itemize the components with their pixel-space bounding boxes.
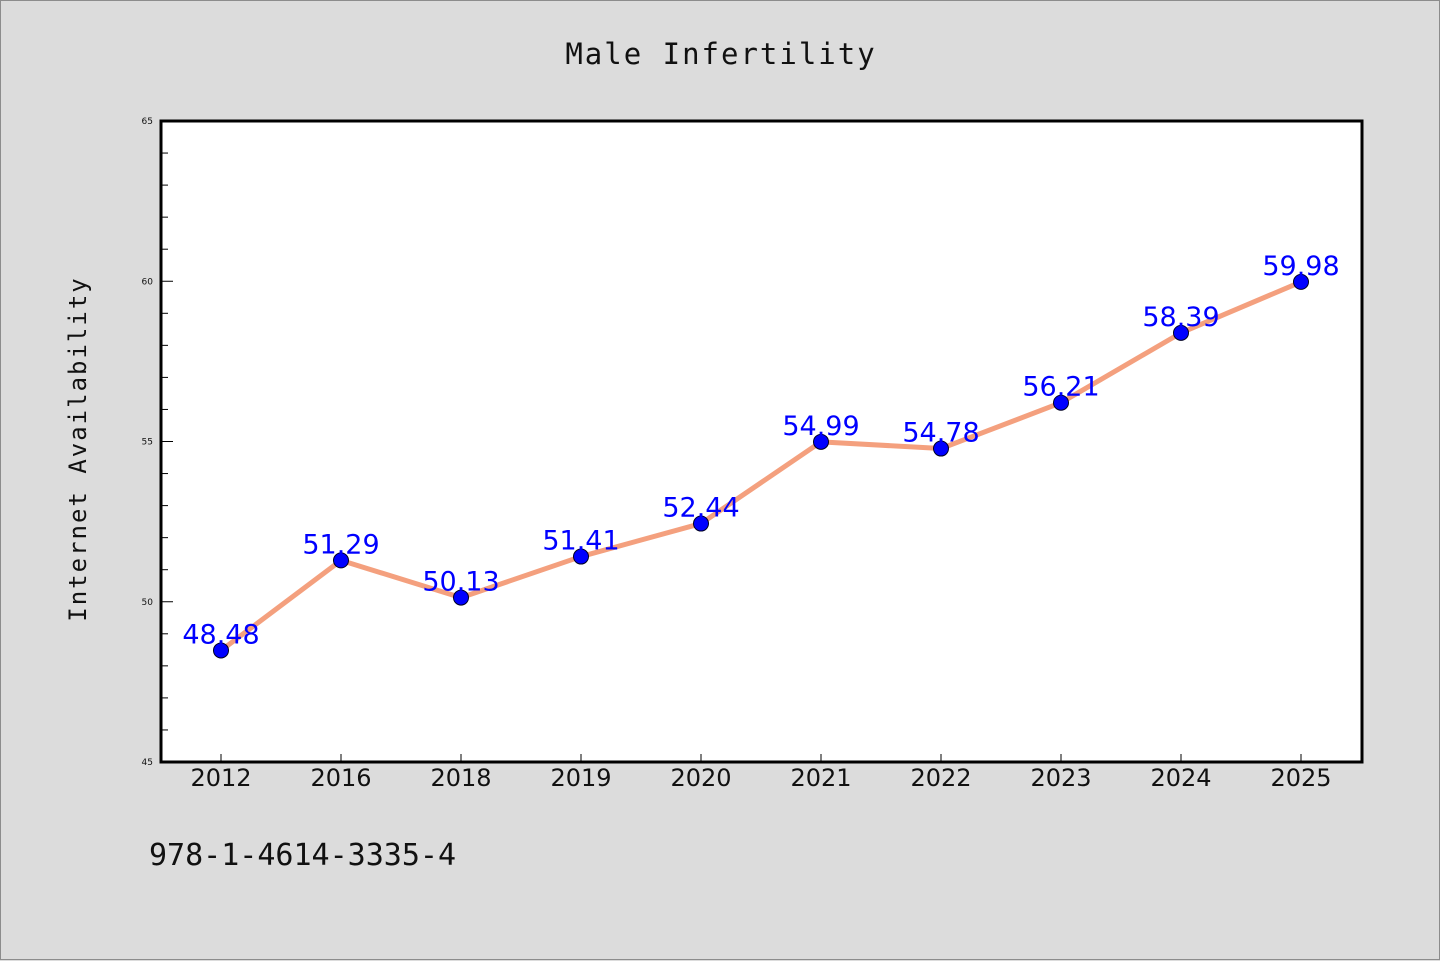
x-tick-label: 2018 bbox=[430, 764, 491, 792]
isbn-annotation: 978-1-4614-3335-4 bbox=[149, 838, 456, 873]
data-point bbox=[693, 515, 709, 532]
data-label: 48.48 bbox=[182, 619, 259, 650]
y-tick-label: 45 bbox=[142, 758, 153, 768]
data-point bbox=[333, 552, 349, 569]
series-layer: 48.48 51.29 50.13 51.41 52.44 54.99 54.78 56.21… bbox=[182, 251, 1340, 659]
data-label: 54.78 bbox=[902, 418, 979, 449]
x-tick-label: 2019 bbox=[550, 764, 611, 792]
x-tick-label: 2024 bbox=[1150, 764, 1211, 792]
x-tick-label: 2016 bbox=[310, 764, 371, 792]
y-axis-ticks: 45 50 55 60 65 bbox=[142, 117, 173, 768]
x-tick-label: 2025 bbox=[1270, 764, 1331, 792]
data-label: 51.41 bbox=[542, 526, 619, 557]
data-point bbox=[573, 548, 589, 565]
plot-area bbox=[159, 119, 1364, 764]
data-point bbox=[1293, 273, 1309, 290]
data-point bbox=[813, 433, 829, 450]
data-label: 54.99 bbox=[782, 411, 859, 442]
data-label: 58.39 bbox=[1142, 302, 1219, 333]
data-point bbox=[1173, 324, 1189, 341]
x-tick-label: 2012 bbox=[190, 764, 251, 792]
data-label: 56.21 bbox=[1022, 372, 1099, 403]
y-tick-label: 60 bbox=[142, 277, 154, 287]
data-label: 52.44 bbox=[662, 493, 739, 524]
y-tick-label: 55 bbox=[142, 438, 153, 448]
data-label: 51.29 bbox=[302, 529, 379, 560]
x-tick-label: 2020 bbox=[670, 764, 731, 792]
data-point bbox=[453, 589, 469, 606]
data-point bbox=[1053, 394, 1069, 411]
x-axis-ticks: 2012 2016 2018 2019 2020 2021 2022 2023 2024 2025 bbox=[190, 754, 1332, 792]
x-tick-label: 2021 bbox=[790, 764, 851, 792]
series-line bbox=[218, 279, 1304, 653]
y-axis-label: Internet Availability bbox=[64, 276, 92, 621]
x-tick-label: 2022 bbox=[910, 764, 971, 792]
y-tick-label: 50 bbox=[142, 598, 154, 608]
data-point bbox=[213, 642, 229, 659]
y-tick-label: 65 bbox=[142, 117, 153, 127]
data-label: 59.98 bbox=[1262, 251, 1339, 282]
x-tick-label: 2023 bbox=[1030, 764, 1091, 792]
data-label: 50.13 bbox=[422, 567, 499, 598]
chart-title: Male Infertility bbox=[565, 37, 876, 71]
data-point bbox=[933, 440, 949, 457]
